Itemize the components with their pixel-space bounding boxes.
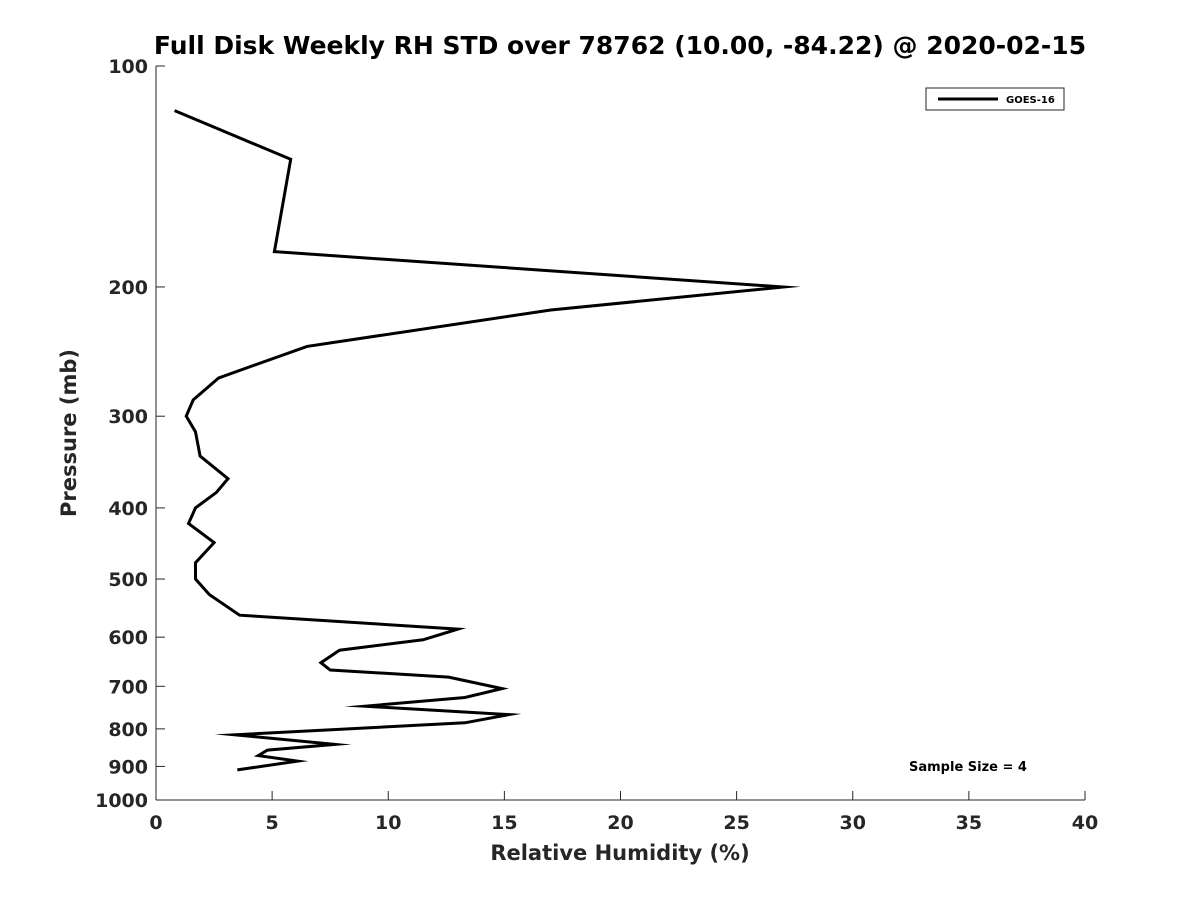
y-tick-label: 1000 xyxy=(95,790,148,812)
x-tick-label: 0 xyxy=(149,812,162,834)
y-tick-label: 600 xyxy=(108,627,148,649)
legend: GOES-16 xyxy=(925,87,1065,111)
y-axis-label: Pressure (mb) xyxy=(57,349,81,517)
x-tick-label: 25 xyxy=(723,812,749,834)
sample-size-annotation: Sample Size = 4 xyxy=(909,760,1027,775)
y-tick-label: 800 xyxy=(108,719,148,741)
chart-title: Full Disk Weekly RH STD over 78762 (10.0… xyxy=(154,31,1086,60)
y-tick-label: 300 xyxy=(108,406,148,428)
x-tick-label: 40 xyxy=(1072,812,1098,834)
x-tick-label: 20 xyxy=(607,812,633,834)
y-tick-label: 900 xyxy=(108,756,148,778)
y-ticks: 100 200 300 400 500 600 700 800 900 1000 xyxy=(95,56,165,812)
x-tick-label: 10 xyxy=(375,812,401,834)
x-tick-label: 15 xyxy=(491,812,517,834)
x-tick-label: 5 xyxy=(266,812,279,834)
series-line-goes-16 xyxy=(174,109,801,772)
x-ticks: 0 5 10 15 20 25 30 35 40 xyxy=(149,791,1098,834)
x-tick-label: 30 xyxy=(840,812,866,834)
y-tick-label: 500 xyxy=(108,569,148,591)
y-tick-label: 100 xyxy=(108,56,148,78)
y-tick-label: 700 xyxy=(108,676,148,698)
x-tick-label: 35 xyxy=(956,812,982,834)
y-tick-label: 400 xyxy=(108,498,148,520)
y-tick-label: 200 xyxy=(108,277,148,299)
legend-label: GOES-16 xyxy=(1006,95,1055,106)
x-axis-label: Relative Humidity (%) xyxy=(490,841,749,865)
series-layer xyxy=(174,109,801,772)
